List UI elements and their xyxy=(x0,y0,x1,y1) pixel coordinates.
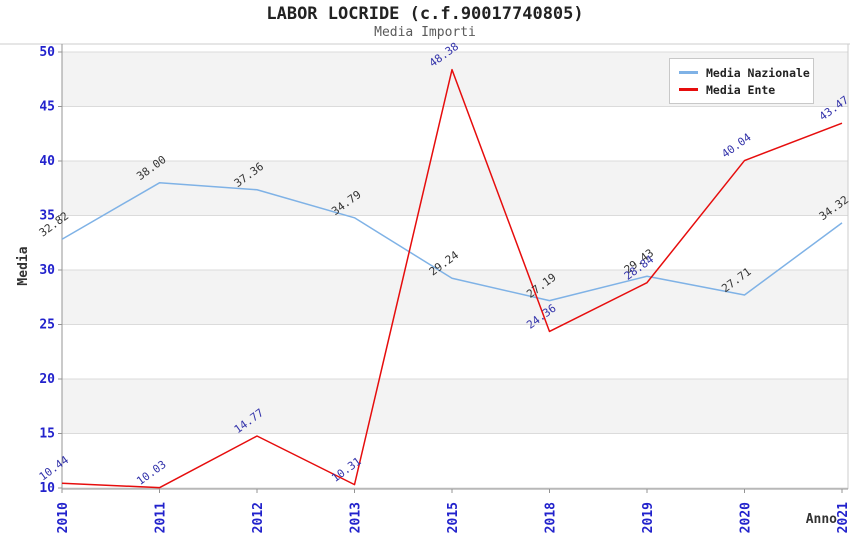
y-tick-label: 25 xyxy=(39,318,55,333)
media-ente-line-swatch xyxy=(679,88,698,91)
x-tick-label: 2021 xyxy=(836,502,850,533)
plot-band xyxy=(62,161,848,216)
media-nazionale-line-swatch xyxy=(679,71,698,74)
y-axis-title: Media xyxy=(16,246,31,285)
chart-title: LABOR LOCRIDE (c.f.90017740805) xyxy=(266,4,584,24)
y-tick-label: 15 xyxy=(39,427,55,442)
x-tick-label: 2020 xyxy=(739,502,754,533)
y-tick-label: 40 xyxy=(39,154,55,169)
y-tick-label: 35 xyxy=(39,209,55,224)
y-tick-label: 50 xyxy=(39,45,55,60)
value-label: 40.04 xyxy=(719,131,754,161)
x-tick-label: 2019 xyxy=(641,502,656,533)
x-tick-label: 2018 xyxy=(544,502,559,533)
x-axis-title: Anno xyxy=(806,512,837,527)
legend-label-media-ente: Media Ente xyxy=(706,82,776,97)
y-tick-label: 45 xyxy=(39,100,55,115)
series-line-media-ente xyxy=(61,68,843,489)
y-tick-label: 20 xyxy=(39,372,55,387)
legend: Media Nazionale Media Ente xyxy=(669,58,814,104)
plot-band xyxy=(62,379,848,434)
chart-subtitle: Media Importi xyxy=(374,25,476,40)
x-tick-label: 2011 xyxy=(154,502,169,533)
legend-item-media-nazionale: Media Nazionale xyxy=(679,64,811,81)
value-label: 10.44 xyxy=(37,453,72,483)
value-label: 10.03 xyxy=(134,458,168,488)
y-tick-label: 30 xyxy=(39,263,55,278)
x-tick-label: 2013 xyxy=(349,502,364,533)
x-tick-label: 2012 xyxy=(251,502,266,533)
legend-item-media-ente: Media Ente xyxy=(679,81,811,98)
y-tick-label: 10 xyxy=(39,481,55,496)
x-tick-label: 2015 xyxy=(446,502,461,533)
legend-label-media-nazionale: Media Nazionale xyxy=(706,65,810,80)
x-tick-label: 2010 xyxy=(56,502,71,533)
series-line-media-nazionale xyxy=(61,182,843,302)
